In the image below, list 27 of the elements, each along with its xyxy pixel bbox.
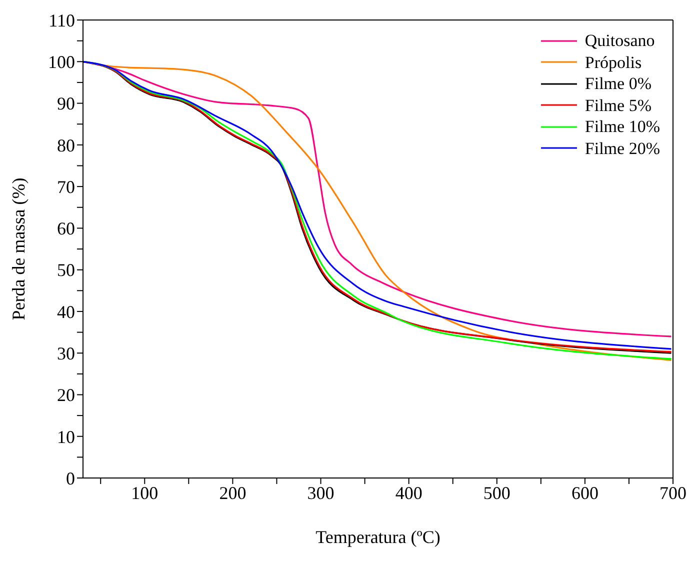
x-tick-label: 300 [307, 482, 334, 503]
y-tick-label: 10 [57, 426, 75, 447]
y-tick-label: 100 [48, 52, 75, 72]
x-tick-label: 700 [660, 482, 686, 503]
y-tick-label: 40 [57, 302, 75, 322]
legend-label: Filme 10% [584, 116, 660, 138]
x-tick-label: 500 [483, 482, 510, 503]
y-tick-label: 90 [57, 94, 75, 114]
x-axis-title: Temperatura (ºC) [316, 527, 440, 547]
y-tick-label: 50 [57, 260, 75, 280]
y-axis-title: Perda de massa (%) [8, 178, 28, 320]
legend-label: Própolis [584, 52, 642, 73]
legend-label: Filme 0% [584, 73, 652, 94]
y-tick-label: 20 [57, 385, 75, 406]
y-tick-label: 80 [57, 135, 75, 156]
y-tick-label: 30 [57, 343, 75, 364]
x-tick-label: 400 [395, 482, 422, 503]
y-tick-label: 70 [57, 176, 75, 197]
x-tick-label: 600 [571, 482, 598, 503]
legend-label: Filme 20% [584, 138, 660, 159]
y-tick-label: 110 [48, 10, 75, 30]
y-tick-label: 60 [57, 218, 75, 239]
x-tick-label: 100 [131, 482, 158, 503]
y-tick-label: 0 [66, 468, 75, 488]
x-tick-label: 200 [219, 482, 246, 503]
legend-label: Quitosano [584, 30, 655, 52]
legend-label: Filme 5% [584, 94, 652, 116]
